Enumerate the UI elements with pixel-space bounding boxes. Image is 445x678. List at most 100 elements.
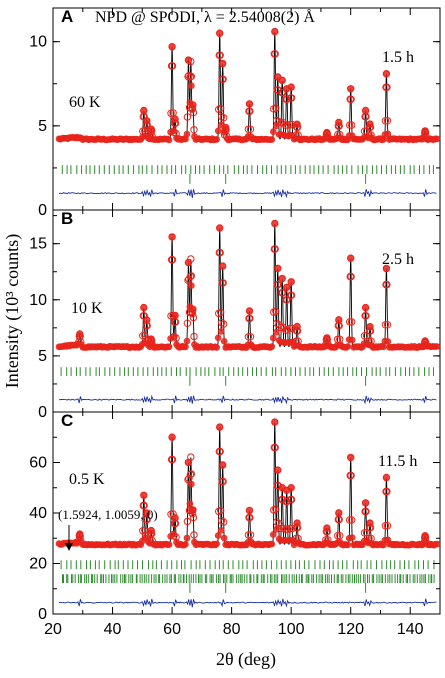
x-tick-label: 120 bbox=[337, 621, 364, 638]
observed-peak-point bbox=[217, 318, 226, 327]
observed-peak-point bbox=[383, 321, 392, 329]
x-tick-label: 140 bbox=[397, 621, 424, 638]
observed-peak-point bbox=[216, 29, 224, 37]
observed-peak-point bbox=[334, 335, 342, 343]
observed-peak-point bbox=[222, 123, 230, 132]
observed-peak-point bbox=[336, 335, 344, 343]
observed-peak-point bbox=[294, 534, 302, 543]
observed-peak-point bbox=[187, 272, 196, 280]
observed-peak-point bbox=[382, 264, 391, 273]
observed-point bbox=[269, 128, 277, 135]
observed-peak-point bbox=[281, 326, 290, 334]
observed-peak-point bbox=[274, 280, 282, 289]
observed-peak-point bbox=[219, 75, 227, 84]
observed-peak-point bbox=[219, 279, 227, 287]
observed-peak-point bbox=[348, 121, 356, 129]
observed-peak-point bbox=[323, 336, 331, 344]
observed-peak-point bbox=[293, 523, 302, 532]
x-tick-label: 20 bbox=[44, 621, 62, 638]
observed-peak-point bbox=[244, 333, 253, 341]
observed-peak-point bbox=[347, 471, 355, 480]
calculated-profile-line bbox=[58, 422, 437, 546]
panel-c-plot bbox=[55, 418, 441, 608]
observed-peak-point bbox=[361, 499, 370, 507]
panel-b-temperature: 10 K bbox=[71, 300, 103, 317]
observed-peak-point bbox=[271, 27, 279, 36]
observed-peak-point bbox=[324, 340, 332, 349]
observed-peak-point bbox=[383, 522, 392, 530]
observed-peak-point bbox=[171, 514, 179, 522]
observed-peak-point bbox=[143, 117, 151, 125]
x-tick-label: 80 bbox=[223, 621, 241, 638]
observed-peak-point bbox=[148, 132, 157, 141]
calculated-profile-line bbox=[58, 223, 437, 348]
observed-peak-point bbox=[335, 122, 343, 130]
panel-a: 0 5 10 A NPD @ SPODI, λ = 2.54008(2) Å 60 … bbox=[29, 7, 441, 219]
observed-peak-point bbox=[271, 443, 279, 452]
observed-peak-point bbox=[366, 123, 375, 132]
observed-peak-point bbox=[279, 119, 287, 127]
observed-peak-point bbox=[219, 461, 227, 469]
observed-peak-point bbox=[272, 505, 280, 513]
observed-peak-point bbox=[362, 312, 370, 320]
observed-peak-point bbox=[336, 130, 344, 139]
observed-peak-point bbox=[277, 323, 285, 332]
observed-peak-point bbox=[383, 487, 391, 496]
x-axis-title: 2θ (deg) bbox=[216, 649, 276, 670]
observed-peak-point bbox=[189, 305, 197, 313]
observed-point bbox=[220, 337, 228, 345]
observed-peak-point bbox=[220, 518, 228, 526]
observed-peak-point bbox=[220, 114, 228, 122]
panel-b: 0 5 10 15 B 10 K 2.5 h bbox=[29, 209, 441, 421]
panel-c-y-ticks: 0 20 40 60 bbox=[29, 436, 440, 623]
observed-peak-point bbox=[185, 474, 193, 483]
observed-peak-point bbox=[172, 334, 180, 342]
panel-a-letter: A bbox=[61, 7, 73, 26]
observed-peak-point bbox=[292, 534, 300, 543]
observed-peak-point bbox=[334, 532, 342, 540]
observed-peak-point bbox=[272, 104, 280, 112]
observed-peak-point bbox=[287, 94, 296, 102]
observed-peak-point bbox=[143, 316, 151, 324]
observed-peak-point bbox=[190, 531, 198, 539]
observed-peak-point bbox=[383, 117, 392, 125]
y-tick-label: 10 bbox=[29, 34, 47, 51]
observed-peak-point bbox=[278, 274, 286, 283]
observed-peak-point bbox=[168, 433, 176, 441]
observed-peak-point bbox=[148, 337, 156, 345]
observed-peak-point bbox=[366, 519, 374, 527]
observed-peak-point bbox=[143, 120, 151, 129]
observed-peak-point bbox=[188, 310, 197, 318]
x-tick-label: 40 bbox=[104, 621, 122, 638]
observed-peak-point bbox=[293, 323, 301, 331]
observed-peak-point bbox=[324, 133, 332, 142]
observed-peak-point bbox=[347, 85, 355, 93]
observed-peak-point bbox=[293, 519, 301, 527]
observed-peak-point bbox=[381, 117, 390, 125]
observed-peak-point bbox=[217, 506, 225, 515]
observed-peak-point bbox=[143, 515, 151, 524]
observed-point bbox=[380, 343, 387, 351]
observed-peak-point bbox=[271, 245, 279, 253]
observed-peak-point bbox=[360, 529, 369, 537]
observed-peak-point bbox=[171, 519, 180, 528]
observed-peak-point bbox=[335, 515, 343, 524]
observed-peak-point bbox=[168, 43, 176, 51]
observed-peak-point bbox=[322, 133, 330, 142]
observed-peak-point bbox=[274, 466, 282, 474]
observed-peak-point bbox=[146, 341, 154, 349]
observed-point bbox=[165, 136, 173, 144]
observed-point bbox=[344, 343, 352, 350]
observed-points bbox=[55, 27, 441, 144]
observed-peak-point bbox=[347, 254, 355, 262]
observed-peak-point bbox=[183, 517, 192, 526]
observed-peak-point bbox=[189, 513, 198, 522]
observed-peak-point bbox=[335, 321, 343, 330]
observed-peak-point bbox=[168, 62, 177, 70]
observed-peak-point bbox=[244, 531, 253, 539]
observed-peak-point bbox=[362, 112, 370, 121]
observed-point bbox=[183, 337, 191, 345]
observed-point bbox=[269, 531, 277, 538]
observed-peak-point bbox=[324, 536, 332, 544]
